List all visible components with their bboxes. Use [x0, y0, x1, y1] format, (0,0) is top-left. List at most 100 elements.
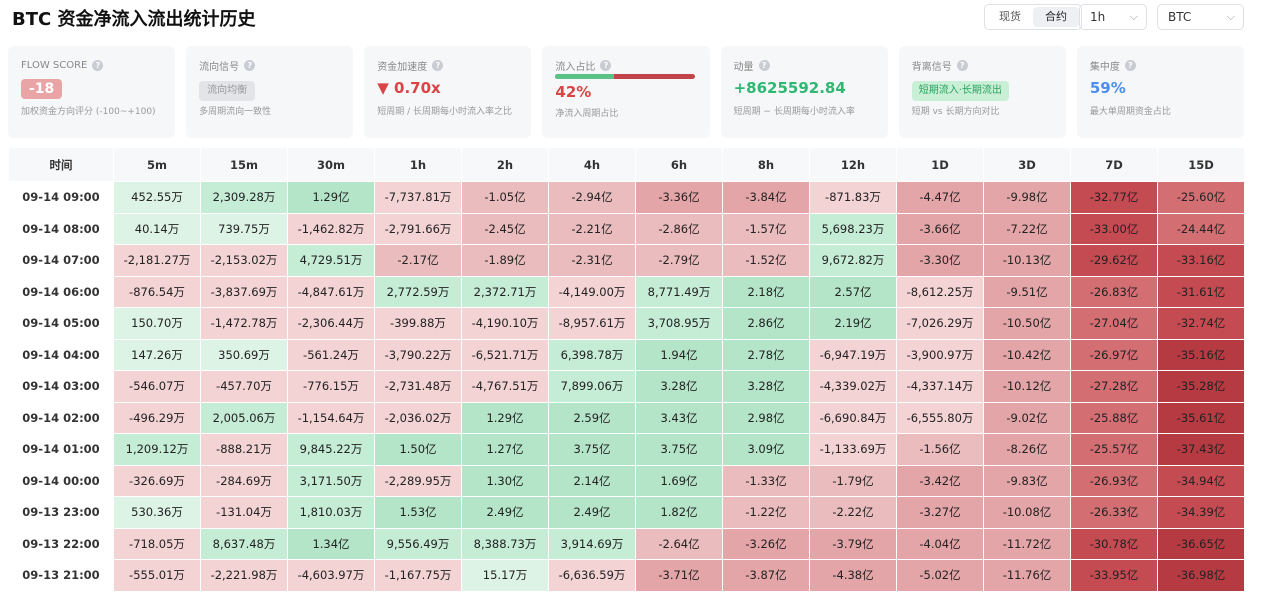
help-icon[interactable]: ? — [956, 59, 968, 71]
card-subtitle: 加权资金方向评分 (-100~+100) — [21, 107, 156, 117]
help-icon[interactable]: ? — [244, 59, 256, 71]
flow-cell-7D: -29.62亿 — [1071, 245, 1157, 276]
flow-cell-2h: -4,767.51万 — [462, 371, 548, 402]
flow-cell-15D: -34.39亿 — [1158, 497, 1244, 528]
flow-cell-1D: -4.47亿 — [897, 182, 983, 213]
tab-futures[interactable]: 合约 — [1033, 7, 1079, 27]
flow-cell-6h: -3.36亿 — [636, 182, 722, 213]
flow-cell-8h: -1.33亿 — [723, 465, 809, 496]
symbol-select-value: BTC — [1168, 10, 1192, 24]
flow-cell-15m: -2,221.98万 — [201, 560, 287, 591]
flow-cell-1D: -3,900.97万 — [897, 339, 983, 370]
column-header-1h: 1h — [375, 148, 461, 181]
flow-cell-8h: -3.84亿 — [723, 182, 809, 213]
divergence-card: 背离信号? 短期流入·长期流出 短期 vs 长期方向对比 — [898, 46, 1066, 138]
card-subtitle: 最大单周期资金占比 — [1089, 107, 1171, 117]
help-icon[interactable]: ? — [600, 59, 612, 71]
time-cell: 09-14 02:00 — [9, 402, 113, 433]
chevron-down-icon: ⌵ — [1226, 10, 1235, 23]
flow-cell-4h: -2.21亿 — [549, 213, 635, 244]
flow-cell-3D: -11.72亿 — [984, 528, 1070, 559]
flow-cell-15D: -34.94亿 — [1158, 465, 1244, 496]
flow-cell-30m: -776.15万 — [288, 371, 374, 402]
flow-cell-15m: -2,153.02万 — [201, 245, 287, 276]
flow-cell-30m: 1.34亿 — [288, 528, 374, 559]
flow-cell-5m: -326.69万 — [114, 465, 200, 496]
flow-cell-3D: -10.08亿 — [984, 497, 1070, 528]
flow-cell-1h: -399.88万 — [375, 308, 461, 339]
flow-cell-15m: -1,472.78万 — [201, 308, 287, 339]
table-row: 09-14 04:00 147.26万 350.69万 -561.24万 -3,790.… — [9, 339, 1244, 370]
flow-cell-2h: 1.30亿 — [462, 465, 548, 496]
flow-cell-2h: -6,521.71万 — [462, 339, 548, 370]
flow-cell-5m: 40.14万 — [114, 213, 200, 244]
inflow-ratio-bar — [555, 74, 696, 79]
flow-cell-3D: -9.02亿 — [984, 402, 1070, 433]
time-cell: 09-13 23:00 — [9, 497, 113, 528]
flow-cell-30m: 9,845.22万 — [288, 434, 374, 465]
flow-cell-2h: 2,372.71万 — [462, 276, 548, 307]
column-header-5m: 5m — [114, 148, 200, 181]
symbol-select[interactable]: BTC ⌵ — [1157, 4, 1244, 30]
concentration-card: 集中度? 59% 最大单周期资金占比 — [1076, 46, 1244, 138]
flow-cell-2h: -2.45亿 — [462, 213, 548, 244]
card-label: 资金加速度 — [377, 61, 428, 73]
flow-signal-card: 流向信号? 流向均衡 多周期流向一致性 — [186, 46, 354, 138]
flow-cell-30m: -4,603.97万 — [288, 560, 374, 591]
flow-cell-7D: -33.95亿 — [1071, 560, 1157, 591]
flow-cell-7D: -33.00亿 — [1071, 213, 1157, 244]
flow-cell-15m: -131.04万 — [201, 497, 287, 528]
tab-spot[interactable]: 现货 — [999, 10, 1021, 23]
card-subtitle: 净流入周期占比 — [555, 109, 619, 119]
flow-cell-4h: 7,899.06万 — [549, 371, 635, 402]
time-cell: 09-14 04:00 — [9, 339, 113, 370]
flow-cell-15m: 8,637.48万 — [201, 528, 287, 559]
flow-cell-4h: 2.59亿 — [549, 402, 635, 433]
time-cell: 09-13 21:00 — [9, 560, 113, 591]
flow-cell-5m: 147.26万 — [114, 339, 200, 370]
flow-cell-3D: -11.76亿 — [984, 560, 1070, 591]
interval-select[interactable]: 1h ⌵ — [1079, 4, 1147, 30]
flow-cell-15D: -35.16亿 — [1158, 339, 1244, 370]
flow-cell-15D: -24.44亿 — [1158, 213, 1244, 244]
flow-cell-15D: -25.60亿 — [1158, 182, 1244, 213]
flow-cell-1D: -1.56亿 — [897, 434, 983, 465]
flow-cell-30m: -1,154.64万 — [288, 402, 374, 433]
flow-cell-7D: -26.97亿 — [1071, 339, 1157, 370]
flow-cell-6h: -3.71亿 — [636, 560, 722, 591]
flow-cell-7D: -26.33亿 — [1071, 497, 1157, 528]
chevron-down-icon: ⌵ — [1129, 10, 1138, 23]
table-row: 09-14 03:00 -546.07万 -457.70万 -776.15万 -2,73… — [9, 371, 1244, 402]
help-icon[interactable]: ? — [758, 59, 770, 71]
flow-cell-15m: -457.70万 — [201, 371, 287, 402]
flow-cell-6h: -2.79亿 — [636, 245, 722, 276]
flow-cell-4h: 3,914.69万 — [549, 528, 635, 559]
column-header-3D: 3D — [984, 148, 1070, 181]
flow-score-value: -18 — [21, 79, 63, 99]
flow-cell-1h: -1,167.75万 — [375, 560, 461, 591]
flow-cell-3D: -7.22亿 — [984, 213, 1070, 244]
column-header-12h: 12h — [810, 148, 896, 181]
help-icon[interactable]: ? — [92, 59, 104, 71]
flow-cell-8h: 3.09亿 — [723, 434, 809, 465]
time-cell: 09-13 22:00 — [9, 528, 113, 559]
flow-cell-12h: -3.79亿 — [810, 528, 896, 559]
flow-cell-4h: 3.75亿 — [549, 434, 635, 465]
column-header-6h: 6h — [636, 148, 722, 181]
column-header-15D: 15D — [1158, 148, 1244, 181]
flow-cell-15m: -284.69万 — [201, 465, 287, 496]
table-row: 09-13 21:00 -555.01万 -2,221.98万 -4,603.97万 -… — [9, 560, 1244, 591]
flow-cell-12h: -1,133.69万 — [810, 434, 896, 465]
flow-cell-5m: -2,181.27万 — [114, 245, 200, 276]
flow-cell-1h: -2,289.95万 — [375, 465, 461, 496]
help-icon[interactable]: ? — [1124, 59, 1136, 71]
help-icon[interactable]: ? — [432, 59, 444, 71]
flow-cell-3D: -9.98亿 — [984, 182, 1070, 213]
time-cell: 09-14 03:00 — [9, 371, 113, 402]
flow-cell-12h: 2.19亿 — [810, 308, 896, 339]
flow-cell-2h: -4,190.10万 — [462, 308, 548, 339]
flow-cell-6h: 1.82亿 — [636, 497, 722, 528]
flow-cell-30m: -4,847.61万 — [288, 276, 374, 307]
flow-cell-1h: -2,731.48万 — [375, 371, 461, 402]
flow-cell-15m: -3,837.69万 — [201, 276, 287, 307]
